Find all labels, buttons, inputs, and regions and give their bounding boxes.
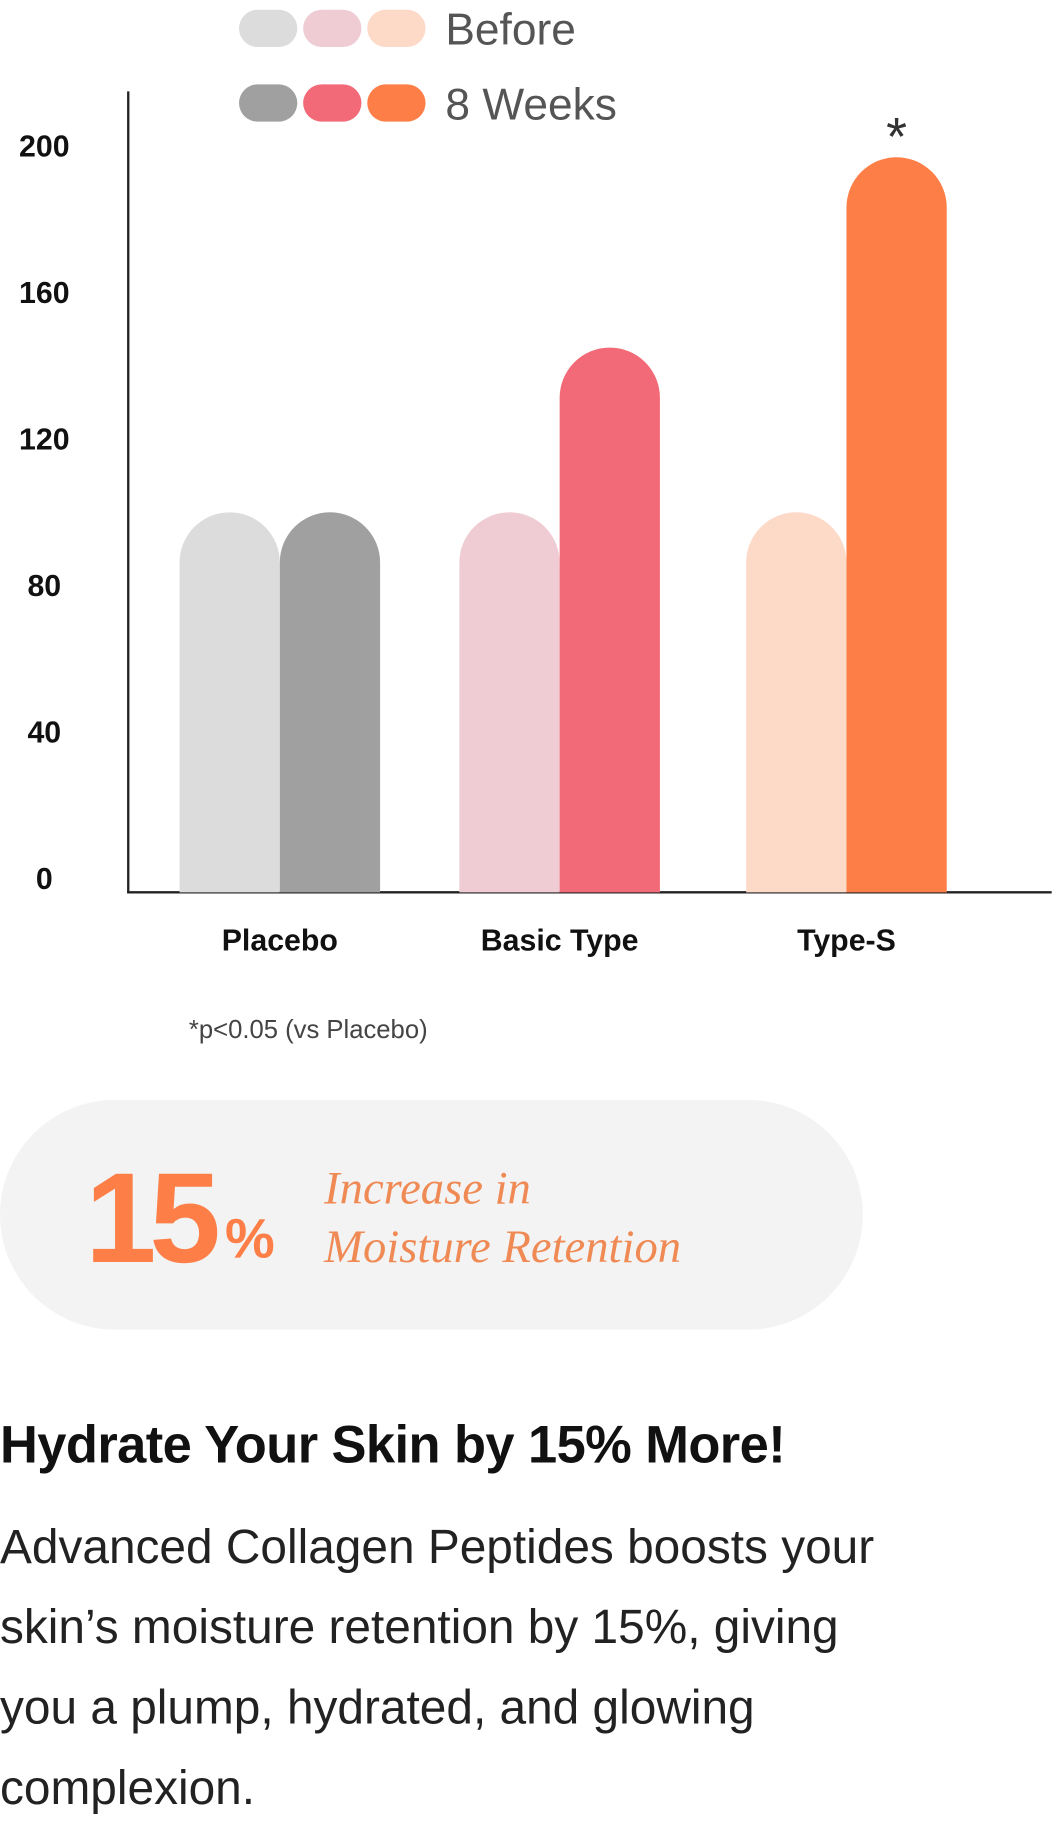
heading: Hydrate Your Skin by 15% More!	[0, 1416, 785, 1474]
bar	[179, 512, 280, 893]
callout-unit: %	[225, 1206, 275, 1269]
x-tick-label: Type-S	[797, 925, 896, 958]
legend-swatch	[303, 84, 362, 122]
annotation: *	[886, 107, 907, 167]
footnote: *p<0.05 (vs Placebo)	[189, 1016, 428, 1044]
legend-swatch	[239, 9, 298, 48]
x-tick-label: Basic Type	[481, 925, 639, 958]
bar	[746, 512, 847, 893]
legend-swatch	[239, 84, 298, 122]
paragraph-line: Advanced Collagen Peptides boosts your	[0, 1521, 874, 1574]
y-tick-label: 0	[36, 863, 53, 896]
callout-text: Increase in	[323, 1163, 531, 1215]
legend-label: 8 Weeks	[445, 80, 617, 129]
x-tick-label: Placebo	[222, 925, 338, 958]
legend-swatch	[367, 84, 426, 122]
bar	[459, 512, 560, 893]
y-tick-label: 40	[27, 716, 61, 749]
paragraph-line: you a plump, hydrated, and glowing	[0, 1682, 755, 1735]
callout-text: Moisture Retention	[323, 1221, 681, 1273]
paragraph-line: complexion.	[0, 1762, 255, 1815]
bar	[559, 347, 660, 893]
callout-pill	[0, 1099, 863, 1330]
legend-label: Before	[445, 6, 576, 55]
legend-swatch	[367, 9, 426, 48]
bar	[846, 157, 947, 893]
y-tick-label: 120	[19, 424, 70, 457]
paragraph-line: skin’s moisture retention by 15%, giving	[0, 1601, 839, 1654]
callout-number: 15	[85, 1147, 217, 1290]
y-tick-label: 80	[27, 570, 61, 603]
bar	[279, 512, 381, 893]
legend-swatch	[303, 9, 362, 48]
y-tick-label: 160	[19, 277, 70, 310]
y-tick-label: 200	[19, 131, 70, 164]
